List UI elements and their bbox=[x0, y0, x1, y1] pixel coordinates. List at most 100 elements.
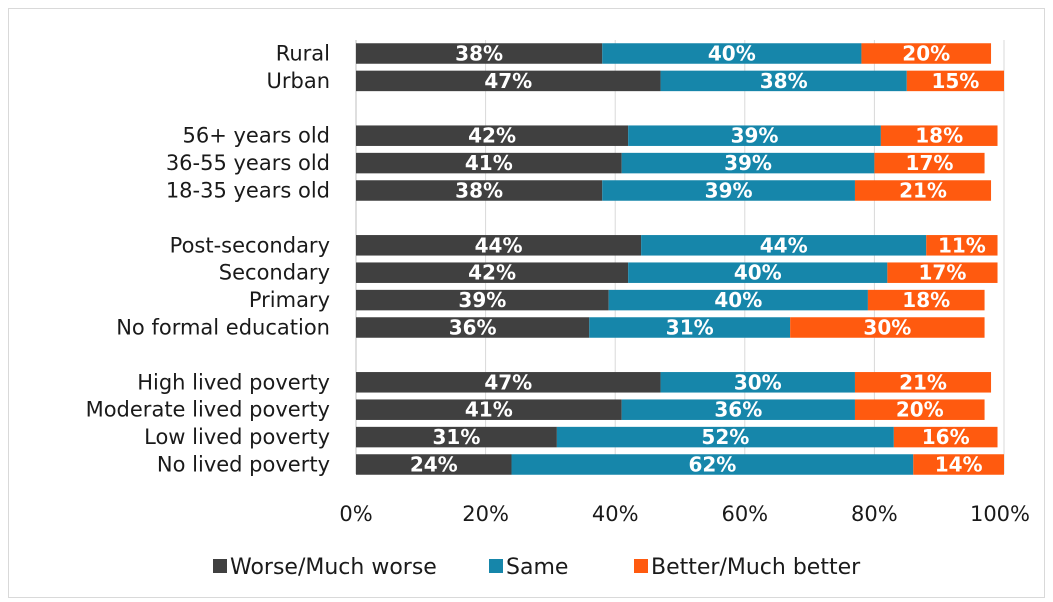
bar-urban-worse-much-worse bbox=[356, 70, 661, 92]
legend: Worse/Much worse Same Better/Much better bbox=[213, 555, 861, 580]
bar-low-lived-poverty-better-much-better bbox=[893, 426, 998, 448]
category-label-18-35-years-old: 18-35 years old bbox=[166, 179, 330, 203]
data-label-post-secondary-same: 44% bbox=[760, 233, 808, 257]
bar-high-lived-poverty-better-much-better bbox=[854, 372, 992, 393]
bar-secondary-better-much-better bbox=[887, 262, 998, 283]
data-label-56-years-old-worse-much-worse: 42% bbox=[468, 124, 516, 148]
bar-56-years-old-same bbox=[628, 125, 881, 146]
bar-no-formal-education-better-much-better bbox=[790, 317, 985, 338]
legend-swatch-better-much-better bbox=[634, 559, 648, 573]
data-label-secondary-better-much-better: 17% bbox=[919, 261, 967, 285]
data-label-moderate-lived-poverty-worse-much-worse: 41% bbox=[465, 398, 513, 422]
data-label-56-years-old-same: 39% bbox=[731, 124, 779, 148]
data-label-urban-better-much-better: 15% bbox=[931, 69, 979, 93]
bar-moderate-lived-poverty-same bbox=[621, 399, 855, 420]
data-label-18-35-years-old-worse-much-worse: 38% bbox=[455, 179, 503, 203]
x-tick-label-0: 0% bbox=[339, 502, 372, 526]
category-label-36-55-years-old: 36-55 years old bbox=[166, 151, 330, 175]
bar-no-formal-education-same bbox=[589, 317, 791, 338]
bar-rural-better-much-better bbox=[861, 43, 992, 64]
x-tick-label-40: 40% bbox=[592, 502, 639, 526]
bar-post-secondary-same bbox=[641, 235, 927, 256]
category-label-urban: Urban bbox=[266, 69, 330, 93]
data-label-primary-better-much-better: 18% bbox=[902, 288, 950, 312]
data-label-secondary-worse-much-worse: 42% bbox=[468, 261, 516, 285]
bar-secondary-worse-much-worse bbox=[356, 262, 629, 283]
data-label-urban-worse-much-worse: 47% bbox=[484, 69, 532, 93]
data-label-high-lived-poverty-same: 30% bbox=[734, 370, 782, 394]
x-tick-label-80: 80% bbox=[851, 502, 898, 526]
data-label-post-secondary-worse-much-worse: 44% bbox=[475, 233, 523, 257]
bar-low-lived-poverty-worse-much-worse bbox=[356, 426, 557, 448]
data-label-18-35-years-old-better-much-better: 21% bbox=[899, 179, 947, 203]
data-labels: 38% 40% 20%47% 38% 15%42% 39% 18%41% 39% 17%38% 3… bbox=[410, 42, 986, 477]
bar-high-lived-poverty-worse-much-worse bbox=[356, 372, 661, 393]
category-label-no-lived-poverty: No lived poverty bbox=[157, 453, 330, 477]
bar-secondary-same bbox=[628, 262, 888, 283]
bar-urban-better-much-better bbox=[906, 70, 1004, 92]
data-label-no-lived-poverty-worse-much-worse: 24% bbox=[410, 453, 458, 477]
legend-label-worse-much-worse: Worse/Much worse bbox=[230, 555, 437, 580]
bar-low-lived-poverty-same bbox=[556, 426, 894, 448]
bar-56-years-old-worse-much-worse bbox=[356, 125, 629, 146]
data-label-primary-worse-much-worse: 39% bbox=[458, 288, 506, 312]
bar-18-35-years-old-worse-much-worse bbox=[356, 180, 603, 201]
x-tick-label-60: 60% bbox=[721, 502, 768, 526]
bar-primary-worse-much-worse bbox=[356, 289, 609, 311]
data-label-no-formal-education-same: 31% bbox=[666, 316, 714, 340]
data-label-no-formal-education-worse-much-worse: 36% bbox=[449, 316, 497, 340]
bar-high-lived-poverty-same bbox=[660, 372, 855, 393]
data-label-18-35-years-old-same: 39% bbox=[705, 179, 753, 203]
bar-no-lived-poverty-better-much-better bbox=[913, 454, 1004, 475]
bar-post-secondary-better-much-better bbox=[926, 235, 998, 256]
category-label-primary: Primary bbox=[249, 288, 330, 312]
category-label-low-lived-poverty: Low lived poverty bbox=[144, 425, 330, 449]
legend-swatch-worse-much-worse bbox=[213, 559, 227, 573]
bar-urban-same bbox=[660, 70, 907, 92]
data-label-no-lived-poverty-better-much-better: 14% bbox=[935, 453, 983, 477]
data-label-secondary-same: 40% bbox=[734, 261, 782, 285]
bar-no-formal-education-worse-much-worse bbox=[356, 317, 590, 338]
bars bbox=[356, 43, 1004, 475]
category-label-high-lived-poverty: High lived poverty bbox=[137, 370, 330, 394]
bar-no-lived-poverty-same bbox=[511, 454, 914, 475]
bar-moderate-lived-poverty-worse-much-worse bbox=[356, 399, 622, 420]
x-axis-ticks: 0% 20% 40% 60% 80% 100% bbox=[339, 502, 1030, 526]
bar-36-55-years-old-same bbox=[621, 152, 875, 174]
data-label-low-lived-poverty-same: 52% bbox=[701, 425, 749, 449]
bar-56-years-old-better-much-better bbox=[880, 125, 998, 146]
category-label-no-formal-education: No formal education bbox=[116, 316, 330, 340]
bar-36-55-years-old-better-much-better bbox=[874, 152, 985, 174]
bar-rural-same bbox=[602, 43, 862, 64]
data-label-moderate-lived-poverty-same: 36% bbox=[714, 398, 762, 422]
data-label-moderate-lived-poverty-better-much-better: 20% bbox=[896, 398, 944, 422]
data-label-high-lived-poverty-worse-much-worse: 47% bbox=[484, 370, 532, 394]
category-label-secondary: Secondary bbox=[219, 261, 330, 285]
bar-18-35-years-old-better-much-better bbox=[854, 180, 992, 201]
legend-label-better-much-better: Better/Much better bbox=[651, 555, 861, 580]
data-label-post-secondary-better-much-better: 11% bbox=[938, 233, 986, 257]
category-label-moderate-lived-poverty: Moderate lived poverty bbox=[86, 398, 330, 422]
data-label-rural-same: 40% bbox=[708, 42, 756, 66]
bar-36-55-years-old-worse-much-worse bbox=[356, 152, 622, 174]
bar-primary-same bbox=[608, 289, 868, 311]
data-label-no-formal-education-better-much-better: 30% bbox=[863, 316, 911, 340]
category-label-post-secondary: Post-secondary bbox=[170, 233, 330, 257]
data-label-36-55-years-old-better-much-better: 17% bbox=[906, 151, 954, 175]
data-label-36-55-years-old-same: 39% bbox=[724, 151, 772, 175]
data-label-primary-same: 40% bbox=[714, 288, 762, 312]
data-label-low-lived-poverty-better-much-better: 16% bbox=[922, 425, 970, 449]
legend-swatch-same bbox=[489, 559, 503, 573]
data-label-36-55-years-old-worse-much-worse: 41% bbox=[465, 151, 513, 175]
x-tick-label-100: 100% bbox=[970, 502, 1030, 526]
bar-rural-worse-much-worse bbox=[356, 43, 603, 64]
data-label-low-lived-poverty-worse-much-worse: 31% bbox=[433, 425, 481, 449]
bar-primary-better-much-better bbox=[867, 289, 985, 311]
legend-label-same: Same bbox=[506, 555, 568, 580]
category-label-rural: Rural bbox=[276, 42, 330, 66]
data-label-rural-better-much-better: 20% bbox=[902, 42, 950, 66]
data-label-high-lived-poverty-better-much-better: 21% bbox=[899, 370, 947, 394]
bar-no-lived-poverty-worse-much-worse bbox=[356, 454, 512, 475]
category-labels: Rural Urban 56+ years old 36-55 years old 18… bbox=[86, 42, 330, 477]
